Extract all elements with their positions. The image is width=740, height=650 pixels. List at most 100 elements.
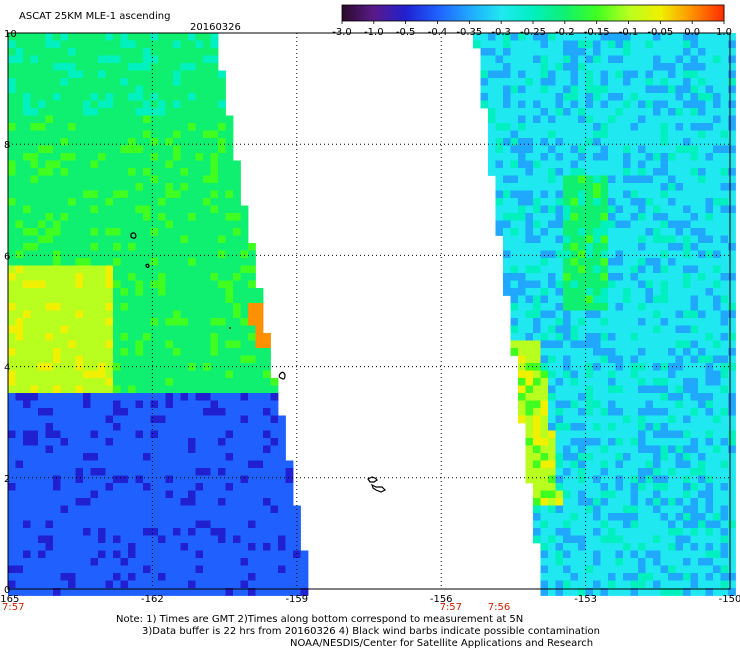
data-cell — [585, 550, 594, 559]
data-cell — [690, 535, 699, 544]
data-cell — [38, 333, 46, 341]
data-cell — [623, 288, 631, 296]
data-cell — [83, 513, 91, 521]
data-cell — [600, 168, 609, 176]
data-cell — [195, 190, 204, 199]
data-cell — [683, 160, 691, 169]
data-cell — [83, 168, 91, 176]
data-cell — [495, 115, 504, 124]
data-cell — [630, 78, 639, 86]
data-cell — [540, 205, 549, 214]
data-cell — [105, 138, 114, 146]
data-cell — [540, 580, 549, 589]
data-cell — [75, 393, 84, 401]
data-cell — [45, 408, 54, 416]
data-cell — [255, 295, 264, 304]
data-cell — [555, 115, 564, 124]
data-cell — [683, 228, 691, 236]
data-cell — [180, 63, 189, 71]
data-cell — [90, 295, 99, 304]
data-cell — [240, 588, 249, 596]
data-cell — [195, 483, 204, 491]
data-cell — [150, 550, 159, 559]
data-cell — [135, 108, 144, 116]
data-cell — [113, 108, 121, 116]
data-cell — [180, 100, 189, 109]
data-cell — [75, 33, 84, 41]
data-cell — [653, 445, 661, 454]
data-cell — [623, 475, 631, 484]
data-cell — [218, 385, 226, 394]
data-cell — [578, 85, 586, 94]
data-cell — [53, 475, 61, 484]
data-cell — [68, 558, 76, 566]
data-cell — [98, 288, 106, 296]
data-cell — [713, 475, 721, 484]
data-cell — [623, 273, 631, 281]
data-cell — [645, 483, 654, 491]
data-cell — [570, 190, 579, 199]
data-cell — [143, 310, 151, 319]
data-cell — [683, 243, 691, 251]
data-cell — [570, 325, 579, 334]
data-cell — [645, 265, 654, 274]
data-cell — [540, 408, 549, 416]
data-cell — [225, 310, 234, 319]
data-cell — [638, 55, 646, 64]
data-cell — [218, 408, 226, 416]
data-cell — [683, 250, 691, 259]
data-cell — [248, 258, 256, 266]
data-cell — [203, 258, 211, 266]
data-cell — [113, 258, 121, 266]
data-cell — [540, 340, 549, 349]
data-cell — [548, 490, 556, 499]
data-cell — [225, 138, 234, 146]
data-cell — [75, 535, 84, 544]
data-cell — [698, 310, 706, 319]
data-cell — [713, 280, 721, 289]
data-cell — [180, 588, 189, 596]
data-cell — [90, 228, 99, 236]
data-cell — [15, 228, 24, 236]
data-cell — [720, 543, 729, 551]
data-cell — [683, 108, 691, 116]
data-cell — [630, 348, 639, 356]
data-cell — [158, 213, 166, 221]
data-cell — [668, 453, 676, 461]
data-cell — [158, 258, 166, 266]
data-cell — [690, 198, 699, 206]
data-cell — [75, 498, 84, 506]
data-cell — [38, 483, 46, 491]
data-cell — [105, 295, 114, 304]
data-cell — [113, 460, 121, 469]
data-cell — [105, 573, 114, 581]
data-cell — [645, 198, 654, 206]
data-cell — [533, 520, 541, 529]
data-cell — [608, 318, 616, 326]
data-cell — [668, 445, 676, 454]
data-cell — [293, 543, 301, 551]
data-cell — [30, 385, 39, 394]
data-cell — [203, 333, 211, 341]
data-cell — [210, 543, 219, 551]
data-cell — [90, 280, 99, 289]
data-cell — [555, 363, 564, 371]
data-cell — [585, 78, 594, 86]
data-cell — [623, 183, 631, 191]
data-cell — [173, 310, 181, 319]
data-cell — [60, 123, 69, 131]
data-cell — [645, 355, 654, 364]
data-cell — [255, 378, 264, 386]
data-cell — [600, 280, 609, 289]
data-cell — [53, 205, 61, 214]
data-cell — [218, 558, 226, 566]
data-cell — [645, 295, 654, 304]
data-cell — [233, 490, 241, 499]
data-cell — [53, 333, 61, 341]
data-cell — [518, 123, 526, 131]
data-cell — [158, 108, 166, 116]
data-cell — [705, 490, 714, 499]
time-labels: 7:57 7:57 7:56 — [2, 602, 510, 613]
data-cell — [225, 565, 234, 574]
data-cell — [113, 303, 121, 311]
